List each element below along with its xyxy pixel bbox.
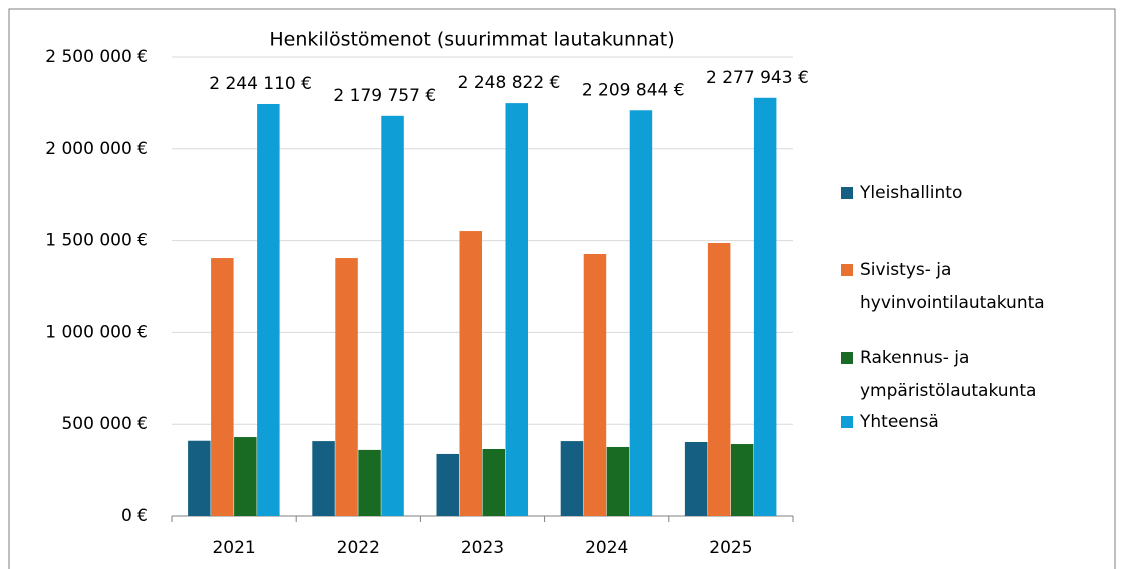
bar — [606, 446, 630, 516]
legend-label: Yhteensä — [859, 412, 939, 432]
data-label: 2 244 110 € — [209, 74, 312, 94]
chart-frame — [8, 8, 1116, 569]
y-tick-label: 2 500 000 € — [45, 47, 148, 67]
legend-swatch — [841, 416, 853, 428]
bar — [560, 441, 584, 516]
bar — [707, 242, 731, 516]
bar — [312, 441, 335, 516]
x-tick-label: 2023 — [461, 538, 504, 558]
bar — [234, 437, 257, 516]
legend-label: Rakennus- ja ympäristölautakunta — [860, 348, 1036, 401]
y-tick-label: 1 500 000 € — [45, 231, 148, 251]
legend-swatch — [841, 264, 853, 276]
data-label: 2 248 822 € — [458, 73, 561, 93]
bar — [257, 103, 280, 516]
legend-line: hyvinvointilautakunta — [860, 293, 1045, 313]
bar — [753, 97, 777, 517]
y-tick-label: 0 € — [121, 506, 148, 526]
bar — [505, 103, 528, 517]
chart-title: Henkilöstömenot (suurimmat lautakunnat) — [269, 29, 674, 51]
legend-line: ympäristölautakunta — [860, 381, 1036, 401]
legend-line: Yhteensä — [859, 412, 939, 432]
bar — [436, 453, 459, 516]
legend-label: Sivistys- ja hyvinvointilautakunta — [860, 260, 1045, 313]
bar — [684, 442, 708, 516]
bar — [381, 115, 404, 516]
legend-line: Sivistys- ja — [860, 260, 951, 280]
legend-swatch — [841, 187, 853, 199]
bar — [583, 254, 607, 516]
y-tick-label: 2 000 000 € — [45, 139, 148, 159]
y-tick-label: 500 000 € — [61, 414, 148, 434]
bar — [482, 448, 505, 516]
x-tick-label: 2021 — [212, 538, 255, 558]
x-tick-label: 2025 — [709, 538, 752, 558]
bar — [211, 258, 234, 516]
legend-label: Yleishallinto — [859, 183, 962, 203]
bar — [730, 444, 754, 516]
bar — [188, 440, 211, 516]
legend-swatch — [841, 352, 853, 364]
bar — [335, 258, 358, 516]
data-label: 2 277 943 € — [706, 68, 809, 88]
y-tick-label: 1 000 000 € — [45, 322, 148, 342]
legend-line: Yleishallinto — [859, 183, 962, 203]
legend-line: Rakennus- ja — [860, 348, 969, 368]
data-label: 2 209 844 € — [582, 80, 685, 100]
x-tick-label: 2022 — [337, 538, 380, 558]
data-label: 2 179 757 € — [333, 86, 436, 106]
x-tick-label: 2024 — [585, 538, 628, 558]
bar — [358, 449, 381, 516]
bar — [459, 231, 482, 516]
bar — [629, 110, 653, 516]
